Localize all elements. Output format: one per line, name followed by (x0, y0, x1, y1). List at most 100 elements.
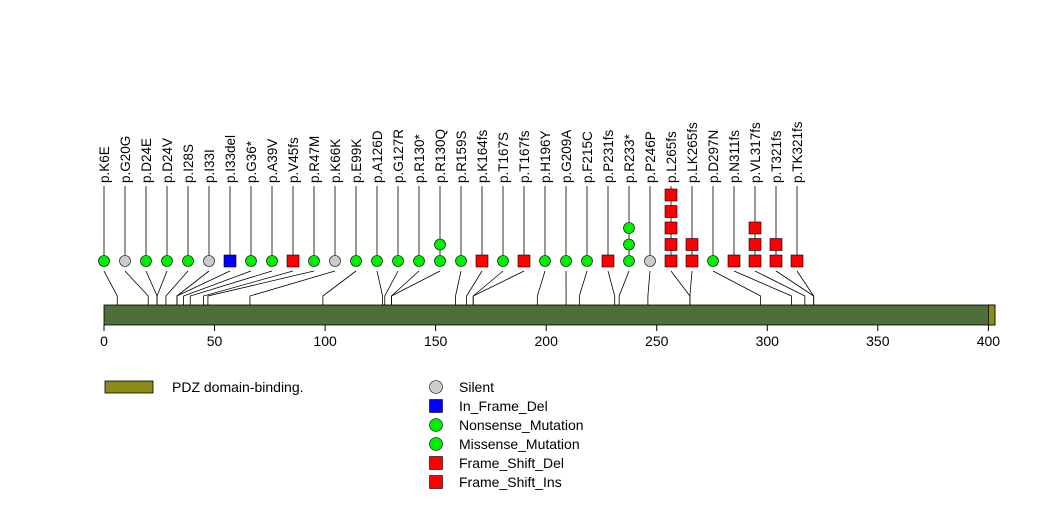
frame-shift-del-marker (287, 255, 299, 267)
frame-shift-del-marker (665, 189, 677, 201)
connector-line (537, 271, 545, 305)
legend: PDZ domain-binding.SilentIn_Frame_DelNon… (105, 379, 584, 490)
mutation-label: p.G20G (118, 136, 133, 183)
missense-mutation-marker (435, 239, 446, 250)
connector-line (671, 271, 690, 305)
mutation-label: p.I33del (223, 135, 238, 183)
connector-line (377, 271, 383, 305)
frame-shift-del-marker (665, 222, 677, 234)
axis-tick-label: 400 (977, 333, 1001, 349)
nonsense-mutation-marker (414, 256, 425, 267)
frame-shift-del-marker (749, 255, 761, 267)
axis-tick-label: 150 (424, 333, 448, 349)
mutation-label: p.V45fs (286, 137, 301, 183)
mutation-markers (99, 189, 804, 267)
nonsense-mutation-marker (624, 223, 635, 234)
mutation-label: p.R233* (622, 133, 637, 183)
connector-line (125, 271, 148, 305)
mutation-label: p.T321fs (769, 130, 784, 183)
connector-line (467, 271, 482, 305)
axis-tick-label: 200 (535, 333, 559, 349)
axis-tick-label: 300 (756, 333, 780, 349)
mutation-label: p.D297N (706, 130, 721, 183)
mutation-label: p.N311fs (727, 130, 742, 183)
silent-marker (204, 256, 215, 267)
connector-line (648, 271, 650, 305)
axis-tick-label: 0 (100, 333, 108, 349)
mutation-label: p.VL317fs (748, 122, 763, 183)
mutation-label: p.G209A (559, 130, 574, 183)
mutation-label: p.D24V (160, 138, 175, 183)
frame-shift-del-marker (602, 255, 614, 267)
missense-mutation-marker (498, 256, 509, 267)
missense-mutation-marker (561, 256, 572, 267)
missense-mutation-marker (708, 256, 719, 267)
frame-shift-del-marker (749, 239, 761, 251)
mutation-label: p.T167S (496, 132, 511, 183)
mutation-label: p.D24E (139, 138, 154, 183)
connector-line (579, 271, 587, 305)
legend-swatch-nonsense-mutation (430, 419, 443, 432)
frame-shift-del-marker (665, 255, 677, 267)
missense-mutation-marker (99, 256, 110, 267)
connector-line (473, 271, 503, 305)
connector-line (734, 271, 792, 305)
mutation-label: p.R159S (454, 130, 469, 183)
missense-mutation-marker (435, 256, 446, 267)
connector-lines (104, 271, 814, 305)
mutation-label: p.K164fs (475, 129, 490, 183)
legend-swatch-frame-shift-ins (430, 476, 443, 489)
axis-tick-label: 100 (313, 333, 337, 349)
axis-tick-label: 50 (207, 333, 223, 349)
connector-line (473, 271, 524, 305)
missense-mutation-marker (162, 256, 173, 267)
mutation-label: p.F215C (580, 131, 595, 183)
mutation-label: p.I28S (181, 144, 196, 183)
legend-label-nonsense-mutation: Nonsense_Mutation (459, 417, 584, 433)
connector-line (619, 271, 629, 305)
connector-line (690, 271, 692, 305)
missense-mutation-marker (267, 256, 278, 267)
connector-line (456, 271, 461, 305)
nonsense-mutation-marker (624, 256, 635, 267)
missense-mutation-marker (540, 256, 551, 267)
mutation-label: p.H196Y (538, 130, 553, 183)
connector-line (146, 271, 157, 305)
mutation-label: p.G36* (244, 140, 259, 183)
mutation-label: p.G127R (391, 129, 406, 183)
legend-label-frame-shift-ins: Frame_Shift_Ins (459, 474, 562, 490)
mutation-label: p.K66K (328, 139, 343, 183)
nonsense-mutation-marker (246, 256, 257, 267)
frame-shift-del-marker (770, 255, 782, 267)
connector-line (323, 271, 356, 305)
connector-line (608, 271, 615, 305)
missense-mutation-marker (141, 256, 152, 267)
legend-label-pdz-domain-binding: PDZ domain-binding. (172, 379, 304, 395)
frame-shift-ins-marker (686, 255, 698, 267)
frame-shift-del-marker (665, 206, 677, 218)
mutation-label: p.A126D (370, 130, 385, 183)
legend-label-missense-mutation: Missense_Mutation (459, 436, 580, 452)
missense-mutation-marker (309, 256, 320, 267)
frame-shift-del-marker (665, 239, 677, 251)
legend-swatch-in-frame-del (430, 400, 443, 413)
legend-label-frame-shift-del: Frame_Shift_Del (459, 455, 564, 471)
frame-shift-ins-marker (686, 239, 698, 251)
missense-mutation-marker (372, 256, 383, 267)
connector-line (797, 271, 814, 305)
legend-swatch-missense-mutation (430, 438, 443, 451)
mutation-label: p.K6E (97, 146, 112, 183)
mutation-label: p.P231fs (601, 129, 616, 183)
missense-mutation-marker (456, 256, 467, 267)
mutation-label: p.A39V (265, 139, 280, 183)
frame-shift-del-marker (728, 255, 740, 267)
mutation-label: p.TK321fs (790, 121, 805, 183)
nonsense-mutation-marker (624, 239, 635, 250)
missense-mutation-marker (351, 256, 362, 267)
mutation-label: p.R130Q (433, 129, 448, 183)
silent-marker (645, 256, 656, 267)
